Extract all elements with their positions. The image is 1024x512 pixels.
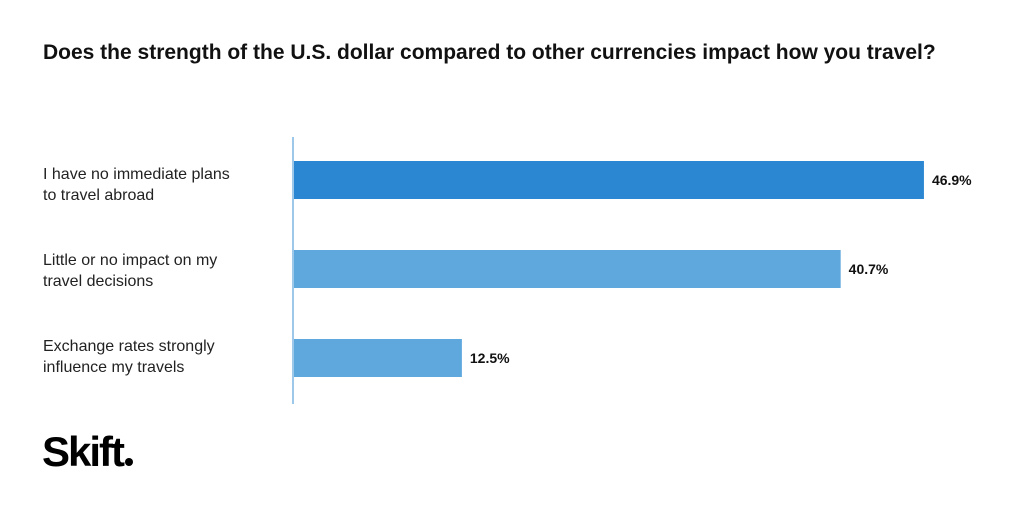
category-label-3: Exchange rates strongly influence my tra… — [43, 338, 215, 376]
category-label-1: I have no immediate plans to travel abro… — [43, 166, 230, 204]
chart-title: Does the strength of the U.S. dollar com… — [43, 41, 936, 64]
value-label-1: 46.9% — [932, 172, 972, 188]
value-label-2: 40.7% — [849, 261, 889, 277]
skift-logo: Skift — [42, 428, 134, 476]
bar-1 — [294, 161, 924, 199]
bar-3 — [294, 339, 462, 377]
logo-dot — [125, 458, 134, 466]
bar-2 — [294, 250, 841, 288]
category-label-2: Little or no impact on my travel decisio… — [43, 252, 218, 290]
value-labels-group: 46.9% 40.7% 12.5% — [470, 172, 972, 366]
value-label-3: 12.5% — [470, 350, 510, 366]
bars-group — [294, 161, 924, 377]
